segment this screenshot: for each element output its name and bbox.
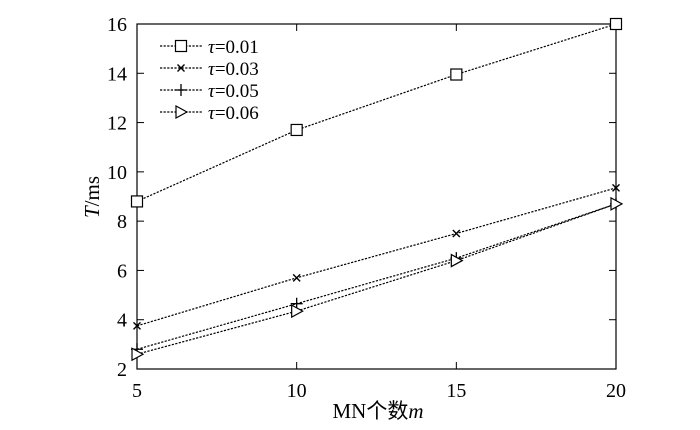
series-line [136, 23, 617, 202]
legend-marker [175, 84, 187, 96]
x-axis: 5 10 15 20 [132, 24, 626, 402]
data-point [290, 123, 303, 137]
x-tick-label: 10 [287, 380, 307, 402]
data-point [291, 304, 304, 319]
data-point [450, 68, 463, 81]
data-point [612, 183, 620, 192]
legend-entry-2: τ=0.03 [160, 59, 259, 80]
series-line [136, 187, 617, 327]
legend: τ=0.01τ=0.03τ=0.05τ=0.06 [160, 37, 259, 124]
legend-marker [175, 104, 189, 120]
y-tick-label: 14 [107, 63, 127, 85]
data-point [452, 229, 461, 238]
legend-entry-1: τ=0.01 [160, 37, 259, 58]
y-tick-label: 6 [117, 260, 127, 282]
y-tick-label: 12 [107, 113, 127, 135]
y-tick-label: 8 [117, 211, 127, 233]
data-point [130, 195, 144, 208]
y-axis: 2 4 6 8 10 12 14 16 [107, 14, 616, 381]
data-point [610, 196, 624, 211]
data-point [292, 273, 301, 282]
x-axis-label: MN个数m [332, 399, 423, 423]
series-line [136, 203, 617, 350]
x-tick-label: 20 [606, 380, 626, 402]
y-tick-label: 2 [117, 359, 127, 381]
legend-marker [177, 64, 185, 72]
series-layer [130, 17, 624, 362]
data-point [450, 253, 464, 268]
y-tick-label: 16 [107, 14, 127, 36]
legend-label: τ=0.06 [208, 103, 259, 124]
legend-marker [174, 39, 188, 53]
series-2 [133, 183, 620, 330]
x-tick-label: 15 [446, 380, 466, 402]
y-tick-label: 4 [117, 310, 127, 332]
x-tick-label: 5 [132, 380, 142, 402]
series-1 [130, 17, 623, 208]
legend-label: τ=0.01 [208, 37, 259, 58]
legend-label: τ=0.05 [208, 81, 259, 102]
series-4 [131, 196, 624, 362]
data-point [131, 347, 145, 362]
y-axis-label: T/ms [80, 176, 104, 218]
legend-entry-3: τ=0.05 [160, 81, 259, 102]
series-3 [131, 197, 622, 356]
data-point [133, 321, 141, 330]
data-point [609, 17, 623, 31]
y-tick-label: 10 [107, 162, 127, 184]
legend-entry-4: τ=0.06 [160, 103, 259, 124]
series-line [136, 203, 617, 355]
legend-label: τ=0.03 [208, 59, 259, 80]
